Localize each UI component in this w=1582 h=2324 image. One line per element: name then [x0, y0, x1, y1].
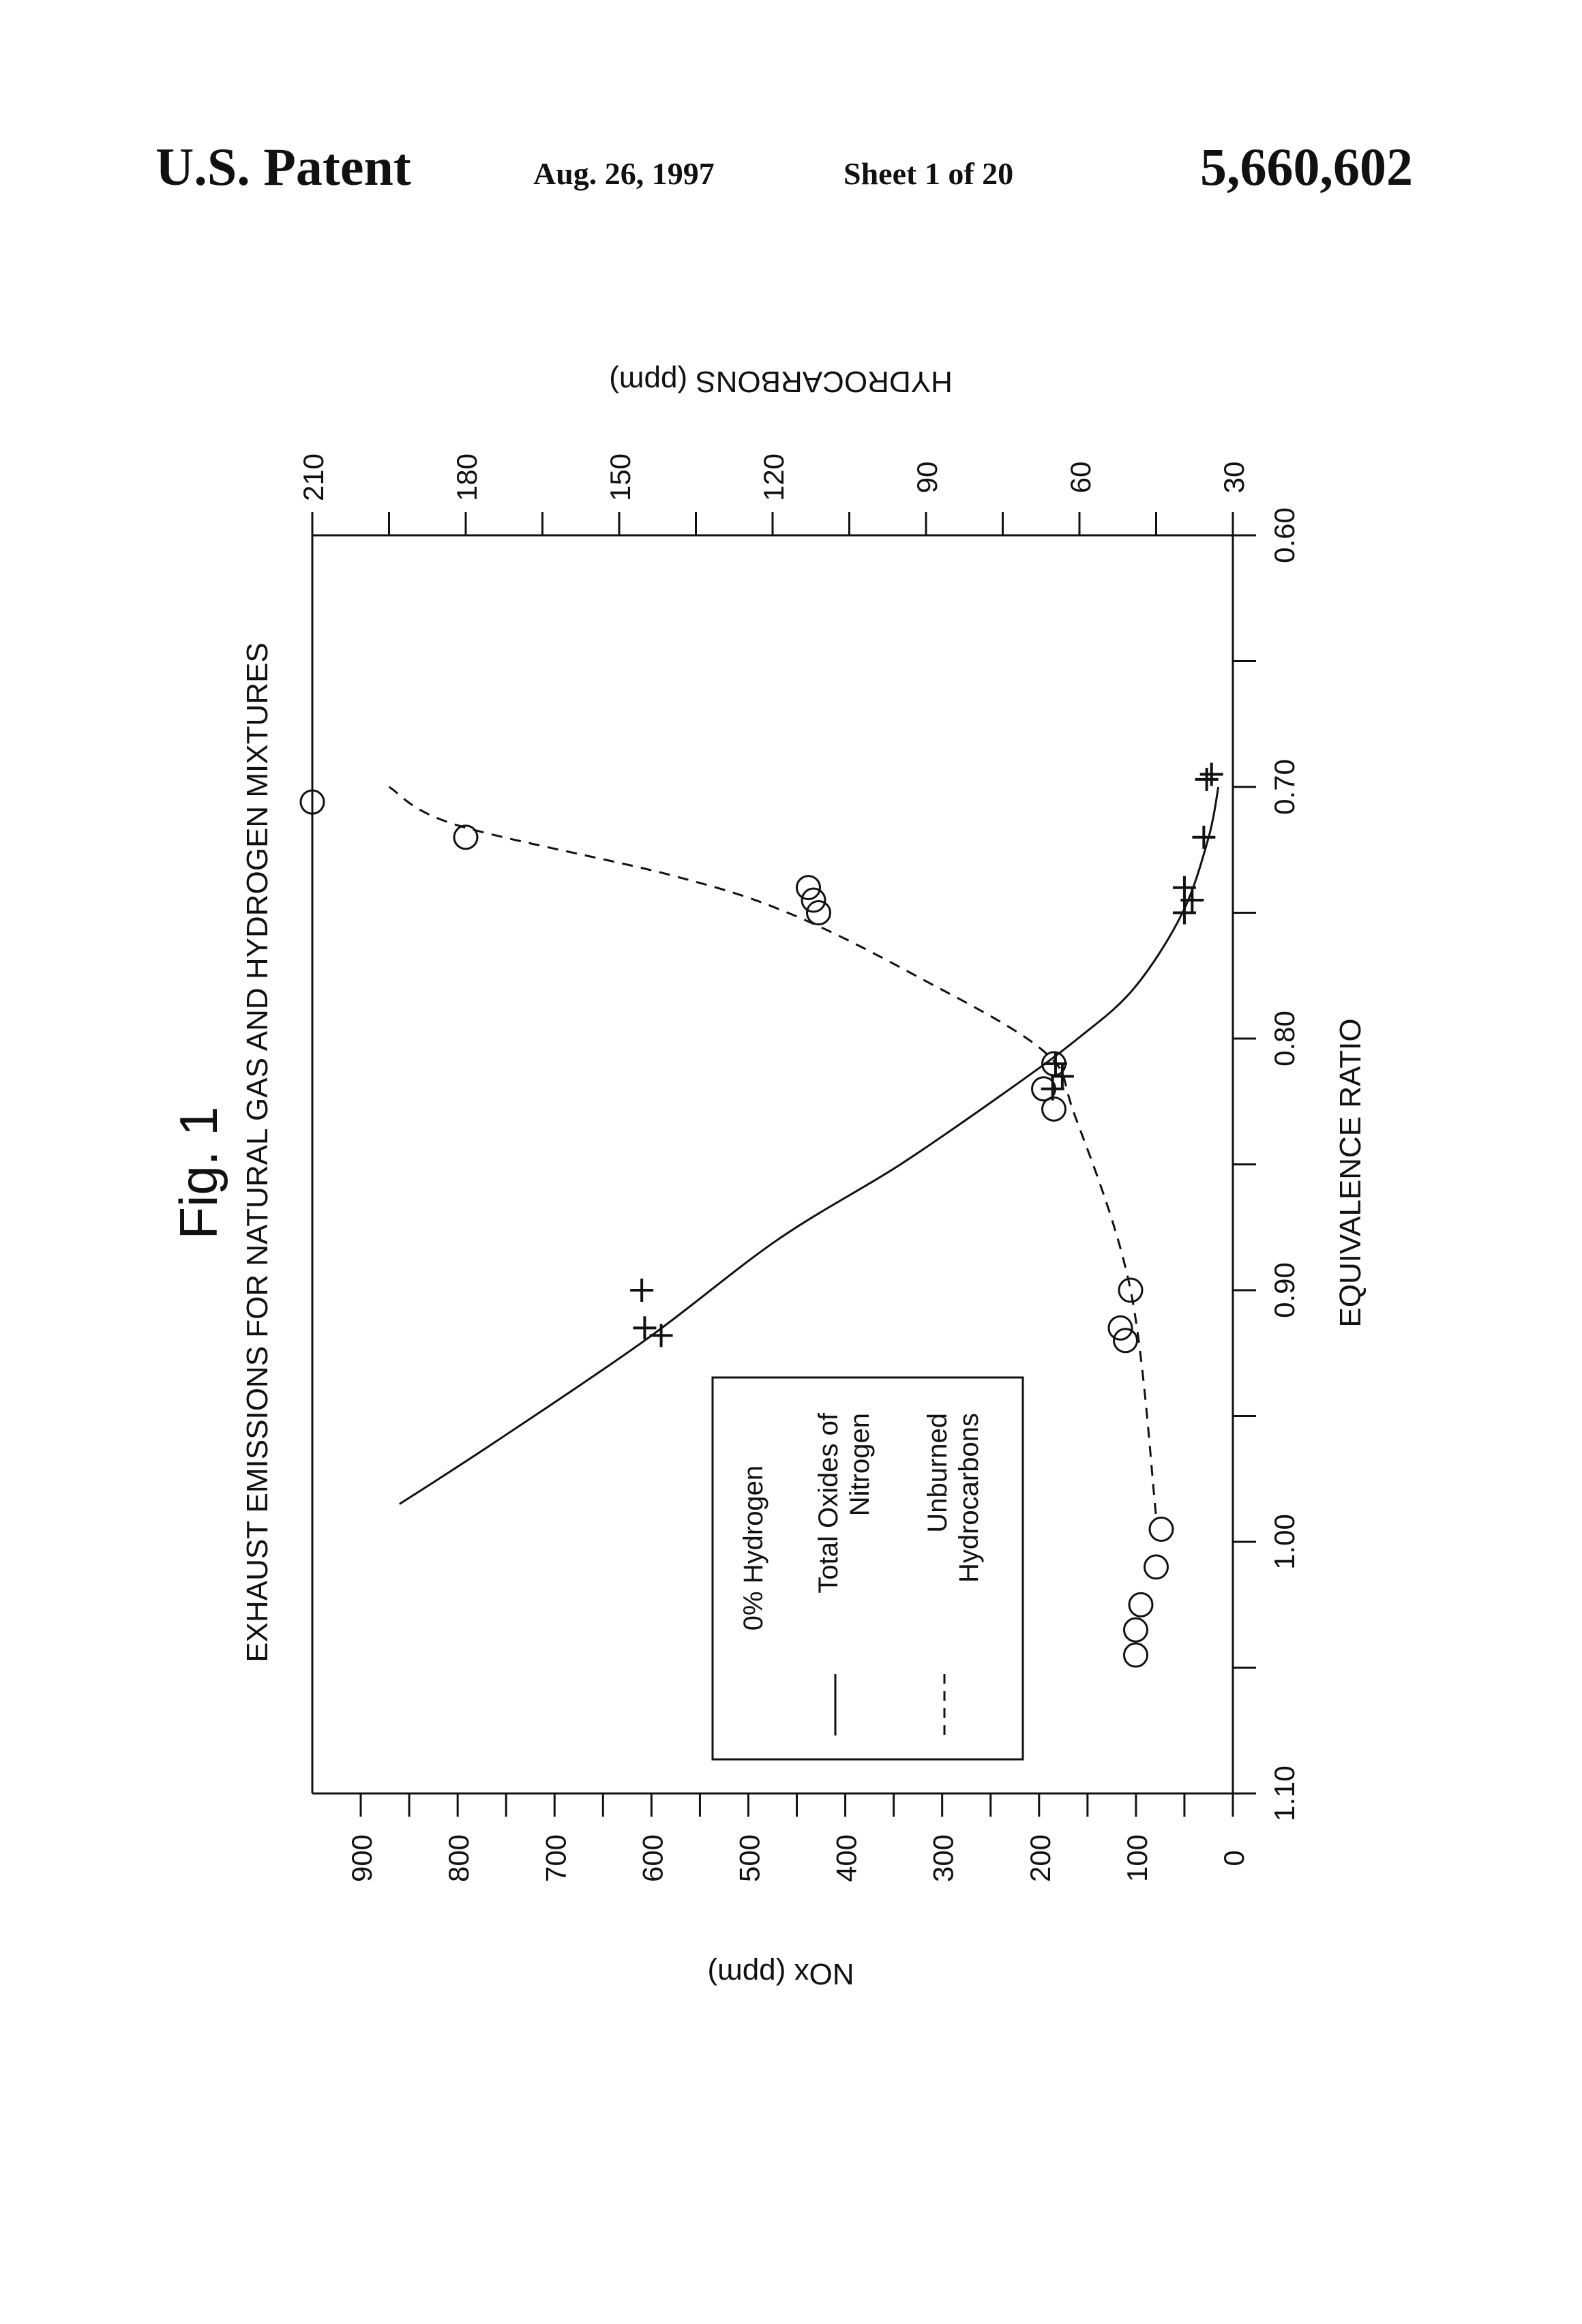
hc-point — [1043, 1097, 1066, 1120]
legend: 0% Hydrogen Total Oxides of Nitrogen Unb… — [713, 1377, 1023, 1759]
hydrocarbons-axis-label: HYDROCARBONS (ppm) — [609, 365, 953, 398]
nox-axis-label: NOx (ppm) — [707, 1957, 854, 1991]
nox-tick-label: 200 — [1024, 1834, 1056, 1882]
nox-tick-label: 0 — [1218, 1850, 1250, 1866]
hc-tick-label: 30 — [1218, 462, 1250, 494]
nox-tick-label: 900 — [346, 1834, 378, 1882]
hc-tick-label: 150 — [604, 453, 636, 501]
nox-tick-label: 600 — [636, 1834, 668, 1882]
hc-point — [802, 889, 825, 912]
nox-tick-label: 400 — [831, 1834, 863, 1882]
nox-point — [1195, 768, 1219, 791]
equivalence-axis-ticks: 0.60 0.70 0.80 0.90 1.00 1.10 — [1233, 507, 1300, 1821]
eq-tick-label: 0.70 — [1268, 759, 1300, 815]
hc-point — [1119, 1279, 1142, 1302]
hc-point — [1109, 1316, 1132, 1339]
nox-point — [1192, 826, 1215, 849]
hc-point — [807, 902, 831, 925]
hc-point — [1124, 1618, 1148, 1641]
hc-tick-label: 180 — [451, 453, 483, 501]
legend-entry-hc-line2: Hydrocarbons — [954, 1413, 984, 1583]
hc-point — [1150, 1518, 1173, 1541]
eq-tick-label: 1.10 — [1268, 1766, 1300, 1821]
nox-tick-label: 700 — [539, 1834, 571, 1882]
eq-tick-label: 0.80 — [1268, 1011, 1300, 1067]
hc-point — [454, 826, 477, 849]
hc-point — [1145, 1555, 1168, 1579]
nox-point — [630, 1279, 653, 1302]
eq-tick-label: 0.60 — [1268, 507, 1300, 563]
chart-title: EXHAUST EMISSIONS FOR NATURAL GAS AND HY… — [241, 642, 274, 1662]
eq-tick-label: 0.90 — [1268, 1262, 1300, 1318]
legend-entry-nox-line1: Total Oxides of — [814, 1412, 844, 1593]
nox-tick-label: 100 — [1121, 1834, 1153, 1882]
hc-point — [1129, 1593, 1152, 1616]
equivalence-axis-label: EQUIVALENCE RATIO — [1334, 1018, 1367, 1327]
hc-point — [797, 876, 820, 899]
nox-point — [1200, 763, 1223, 786]
hc-tick-label: 60 — [1064, 462, 1096, 494]
hc-tick-label: 90 — [911, 462, 943, 494]
nox-axis-ticks: 0 100 200 300 400 500 600 700 800 900 — [346, 1793, 1250, 1882]
hc-point — [1124, 1643, 1148, 1667]
eq-tick-label: 1.00 — [1268, 1514, 1300, 1570]
nox-tick-label: 300 — [927, 1834, 959, 1882]
hc-tick-label: 120 — [758, 453, 790, 501]
legend-entry-nox-line2: Nitrogen — [845, 1413, 875, 1516]
nox-tick-label: 500 — [733, 1834, 765, 1882]
nox-tick-label: 800 — [443, 1834, 475, 1882]
hc-tick-label: 210 — [297, 453, 329, 501]
legend-title: 0% Hydrogen — [738, 1465, 768, 1630]
hc-point — [1114, 1329, 1137, 1352]
hydrocarbons-axis-ticks: 30 60 90 120 150 180 210 — [297, 453, 1250, 535]
figure-label: Fig. 1 — [168, 1106, 228, 1239]
legend-entry-hc-line1: Unburned — [923, 1413, 953, 1533]
